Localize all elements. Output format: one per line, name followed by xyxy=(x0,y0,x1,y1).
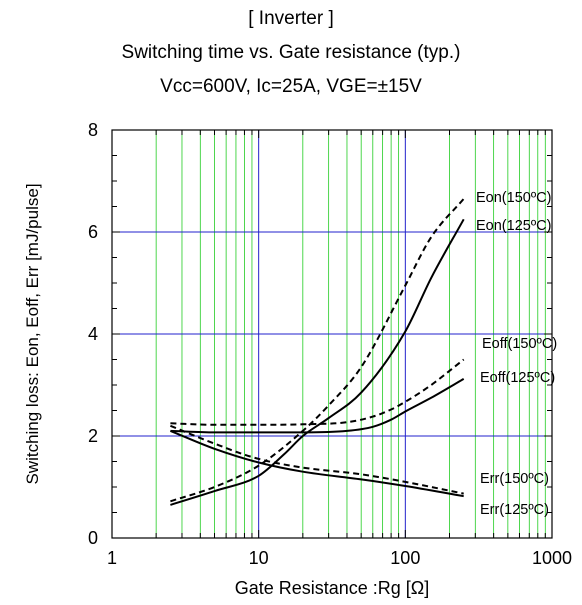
curve-eoff-150-c xyxy=(170,358,465,426)
y-axis-label: Switching loss: Eon, Eoff, Err [mJ/pulse… xyxy=(23,183,42,484)
curve-err-125-c xyxy=(170,429,464,498)
y-tick-label: 4 xyxy=(88,324,98,344)
annotation-label: Eon(125ºC) xyxy=(476,218,551,234)
x-tick-label: 10 xyxy=(249,548,269,568)
annotation-label: Err(150ºC) xyxy=(480,471,549,487)
y-tick-label: 8 xyxy=(88,120,98,140)
chart-title: [ Inverter ] xyxy=(248,8,334,29)
annotation-label: Eoff(125ºC) xyxy=(480,370,555,386)
annotation-label: Eon(150ºC) xyxy=(476,190,551,206)
curve-eoff-125-c xyxy=(170,378,465,434)
chart-subtitle: Switching time vs. Gate resistance (typ.… xyxy=(121,42,461,63)
x-tick-label: 1 xyxy=(107,548,117,568)
curve-annotations: Eon(150ºC) Eon(125ºC) Eoff(150ºC) Eoff(125º… xyxy=(476,190,557,518)
x-tick-label: 100 xyxy=(390,548,420,568)
x-axis-label: Gate Resistance :Rg [Ω] xyxy=(235,578,430,598)
curve-eon-125-c xyxy=(170,218,465,506)
curves xyxy=(170,198,465,506)
chart-conditions: Vcc=600V, Ic=25A, VGE=±15V xyxy=(160,76,422,97)
curve-err-150-c xyxy=(170,424,464,495)
y-tick-label: 2 xyxy=(88,426,98,446)
axis-ticks: 1 10 100 1000 0 2 4 6 8 xyxy=(88,120,572,568)
curve-eon-150-c xyxy=(170,198,465,503)
y-tick-label: 0 xyxy=(88,528,98,548)
x-tick-label: 1000 xyxy=(532,548,572,568)
y-tick-label: 6 xyxy=(88,222,98,242)
annotation-label: Err(125ºC) xyxy=(480,502,549,518)
annotation-label: Eoff(150ºC) xyxy=(482,336,557,352)
